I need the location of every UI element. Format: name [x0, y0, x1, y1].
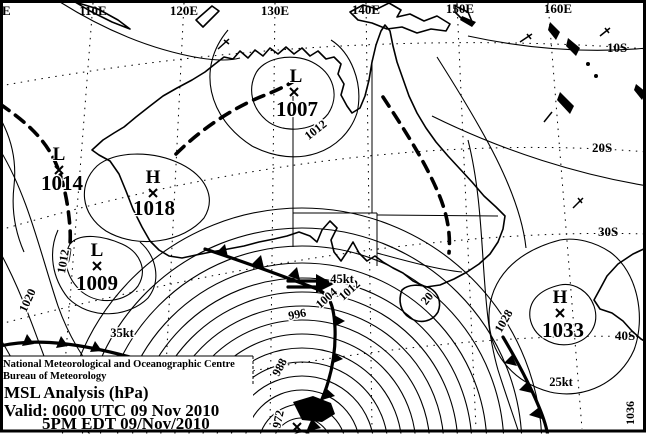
- longitude-label: E: [2, 3, 11, 18]
- trough-lines: [0, 79, 452, 269]
- tasmania-coastline: [399, 284, 441, 323]
- pressure-center-value: 1018: [133, 196, 175, 220]
- footer-bureau-name: Bureau of Meteorology: [3, 371, 107, 382]
- front-triangle: [308, 420, 321, 431]
- footer-analysis-title: MSL Analysis (hPa): [4, 383, 149, 402]
- front-triangle: [90, 341, 102, 352]
- wind-barb-icon: [543, 111, 553, 123]
- pressure-center-value: 1033: [542, 318, 584, 342]
- pressure-center-letter: H: [553, 287, 568, 308]
- longitude-label: 130E: [261, 3, 289, 18]
- low-center-marker: [289, 87, 299, 97]
- isobar-field-southern-low: [61, 207, 543, 437]
- isobar-label: 20: [418, 289, 436, 307]
- australia-coastline: [91, 24, 506, 288]
- footer-local-time: 5PM EDT 09/Nov/2010: [42, 414, 210, 433]
- front-triangle: [216, 244, 228, 257]
- timor-coastline: [195, 5, 220, 28]
- latitude-label: 30S: [598, 224, 618, 239]
- high-center-marker: [555, 308, 565, 318]
- front-triangle: [288, 267, 300, 280]
- isobar-label: 996: [287, 305, 308, 322]
- front-triangle: [322, 388, 335, 400]
- pressure-center-letter: L: [91, 240, 104, 261]
- isobar-label: 1036: [623, 401, 637, 425]
- isobar-label: 1020: [16, 286, 39, 314]
- occluded-front-symbol: [313, 406, 321, 414]
- pressure-center-letter: L: [290, 66, 303, 87]
- isobar-label: 988: [269, 356, 290, 378]
- wind-speed-label: 45kt: [330, 272, 354, 286]
- footer-centre-name: National Meteorological and Oceanographi…: [3, 359, 235, 370]
- trough-line-east: [381, 95, 452, 255]
- longitude-label: 120E: [170, 3, 198, 18]
- pressure-center-value: 1007: [276, 97, 318, 121]
- wind-barb-icon: [572, 197, 584, 209]
- wind-barb-icon: [599, 27, 611, 37]
- front-motion-arrowhead: [316, 274, 334, 293]
- wind-speed-label: 25kt: [549, 375, 573, 389]
- wind-barb-icon: [217, 38, 230, 50]
- longitude-label: 140E: [352, 2, 380, 17]
- footer-panel: [0, 355, 254, 431]
- latitude-label: 20S: [592, 140, 612, 155]
- wind-barbs: [217, 27, 611, 209]
- cold-front-main: [203, 244, 345, 437]
- pressure-center-value: 1009: [76, 271, 118, 295]
- solomon-islands: [460, 16, 476, 27]
- longitude-label: 160E: [544, 1, 572, 16]
- high-center-marker: [148, 188, 158, 198]
- front-triangle: [334, 315, 345, 327]
- pressure-center-value: 1014: [41, 171, 84, 195]
- low-center-marker: [54, 165, 64, 175]
- latitude-label: 10S: [607, 40, 627, 55]
- front-triangle: [519, 382, 532, 393]
- island-group: [548, 22, 560, 40]
- footer-text-block: National Meteorological and Oceanographi…: [3, 359, 235, 433]
- wind-barb-icon: [519, 33, 533, 43]
- footer-valid-time: Valid: 0600 UTC 09 Nov 2010: [4, 401, 219, 420]
- small-island: [594, 74, 598, 78]
- front-triangle: [529, 408, 542, 419]
- front-triangle: [56, 336, 68, 348]
- pressure-center-letter: H: [146, 167, 161, 188]
- front-triangle: [504, 355, 517, 366]
- vanuatu-islands: [566, 38, 580, 56]
- isobar-label: 1012: [54, 248, 72, 274]
- pressure-center-letter: L: [53, 144, 66, 165]
- front-triangle: [331, 352, 343, 364]
- trough-line-west: [0, 102, 73, 269]
- new-caledonia: [557, 92, 574, 114]
- low-center-marker: [92, 261, 102, 271]
- java-coastline: [74, 1, 131, 30]
- state-borders: [292, 60, 499, 273]
- cold-front-southeast: [501, 335, 550, 437]
- small-island: [586, 62, 590, 66]
- front-triangle: [22, 334, 34, 346]
- new-guinea-coastline: [349, 2, 451, 34]
- graticule-grid: [0, 2, 648, 430]
- front-triangle: [252, 255, 264, 268]
- coastlines: [74, 1, 648, 344]
- longitude-label: 150E: [446, 1, 474, 16]
- isobar-label: 972: [269, 409, 286, 430]
- new-zealand-coastline: [593, 246, 648, 344]
- longitude-label: 110E: [79, 3, 106, 18]
- trough-line-north: [174, 79, 296, 156]
- wind-speed-label: 35kt: [110, 326, 134, 340]
- latitude-label: 40S: [615, 328, 635, 343]
